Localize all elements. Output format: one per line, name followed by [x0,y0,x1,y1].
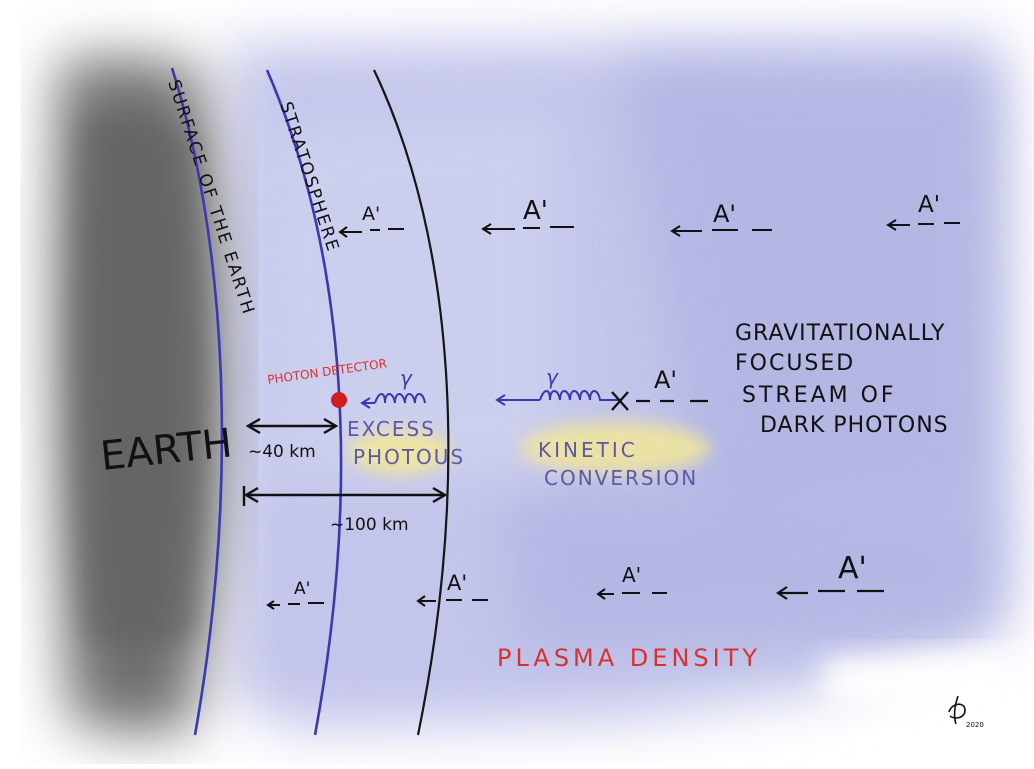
photons-label: PHOTOUS [353,445,465,469]
grav-line-4: DARK PHOTONS [760,413,949,438]
signature-mark [948,695,966,725]
conversion-vertex-icon [611,391,629,411]
earth-body [54,58,225,732]
dark-photon-label-bottom-1: A' [294,579,310,599]
grav-line-3: STREAM OF [742,383,897,408]
surface-of-earth-line [170,67,224,736]
plasma-density-label: PLASMA DENSITY [497,644,761,672]
grav-line-1: GRAVITATIONALLY [735,321,945,346]
conversion-label: CONVERSION [544,466,698,490]
dark-photon-label-bottom-3: A' [622,563,641,587]
distance-40km-label: ~40 km [248,442,316,462]
distance-100km-label: ~100 km [330,515,409,535]
dark-photon-arrow-top-2 [481,223,574,235]
dark-photon-arrow-top-3 [670,225,772,237]
dark-photon-label-top-2: A' [523,196,548,226]
conversion-photon-wave [495,390,622,406]
dark-photon-arrow-bottom-1 [266,600,324,610]
dark-photon-label-top-4: A' [918,192,940,218]
conversion-gamma-symbol: γ [546,365,559,389]
distance-100km-arrow [242,486,448,506]
dark-photon-arrow-bottom-2 [416,595,488,607]
dark-photon-label-conversion: A' [654,366,677,394]
signature-year: 2020 [966,721,984,729]
kinetic-conversion-highlight [520,422,710,474]
upper-atmosphere-line [373,69,450,736]
kinetic-label: KINETIC [538,438,638,462]
stratosphere-line [265,69,343,736]
detector-photon-wave [360,393,426,409]
dark-photon-arrow-bottom-4 [776,586,884,600]
dark-photon-arrow-bottom-3 [596,588,667,600]
detector-gamma-symbol: γ [400,366,413,390]
dark-photon-label-top-3: A' [713,200,736,228]
sky-wash [230,38,1010,730]
distance-40km-arrow [245,417,339,435]
excess-photons-highlight [348,430,452,474]
dark-photon-label-bottom-2: A' [447,571,467,595]
grav-line-2: FOCUSED [735,351,855,376]
dark-photon-label-top-1: A' [362,203,380,225]
dark-photon-arrow-top-1 [338,226,404,238]
dark-photon-label-bottom-4: A' [838,551,867,586]
dark-photon-arrow-top-4 [886,219,960,231]
photon-detector-icon [331,392,347,408]
excess-label: EXCESS [347,417,436,441]
